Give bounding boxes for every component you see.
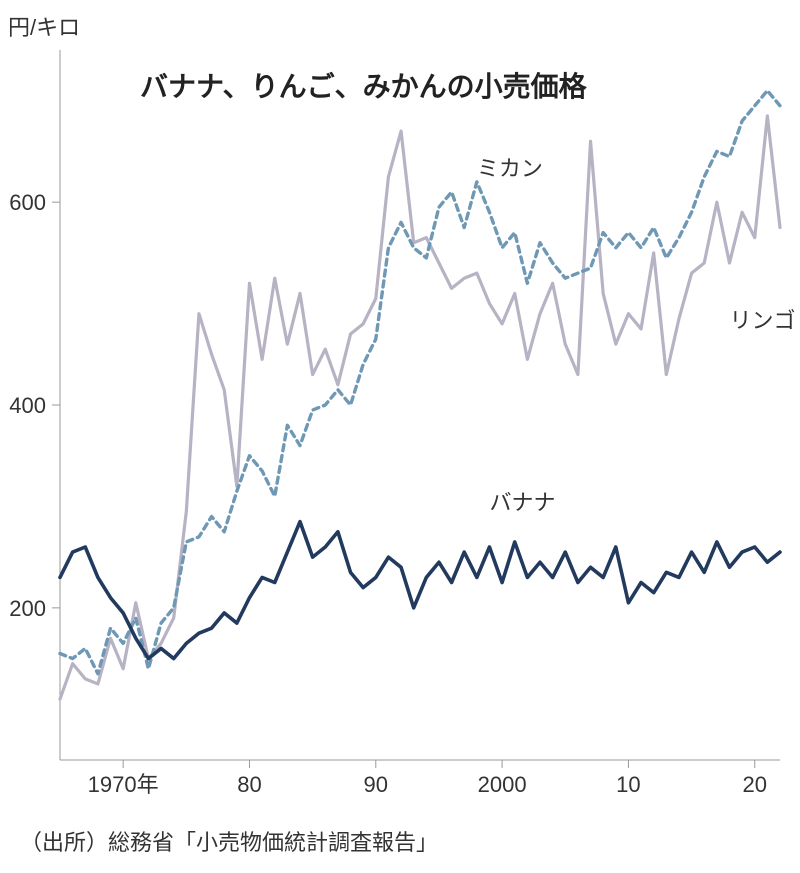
- series-label-banana: バナナ: [489, 485, 555, 517]
- x-tick-label: 80: [237, 772, 261, 797]
- series-label-apple: リンゴ: [729, 303, 795, 335]
- x-tick-label: 2000: [478, 772, 527, 797]
- chart-source: （出所）総務省「小売物価統計調査報告」: [20, 825, 438, 857]
- series-apple: [60, 116, 780, 699]
- x-tick-label: 10: [616, 772, 640, 797]
- chart-container: 円/キロ バナナ、りんご、みかんの小売価格 2004006001970年8090…: [0, 0, 800, 873]
- series-banana: [60, 522, 780, 659]
- x-tick-label: 90: [364, 772, 388, 797]
- y-tick-label: 600: [9, 190, 46, 215]
- chart-svg: 200 400 600 1970年 80 90 2000 10 20: [0, 0, 800, 873]
- y-tick-label: 200: [9, 596, 46, 621]
- series-label-mikan: ミカン: [477, 151, 543, 183]
- x-tick-label: 20: [742, 772, 766, 797]
- y-tick-label: 400: [9, 393, 46, 418]
- x-tick-label: 1970年: [88, 772, 159, 797]
- series-mikan: [60, 91, 780, 674]
